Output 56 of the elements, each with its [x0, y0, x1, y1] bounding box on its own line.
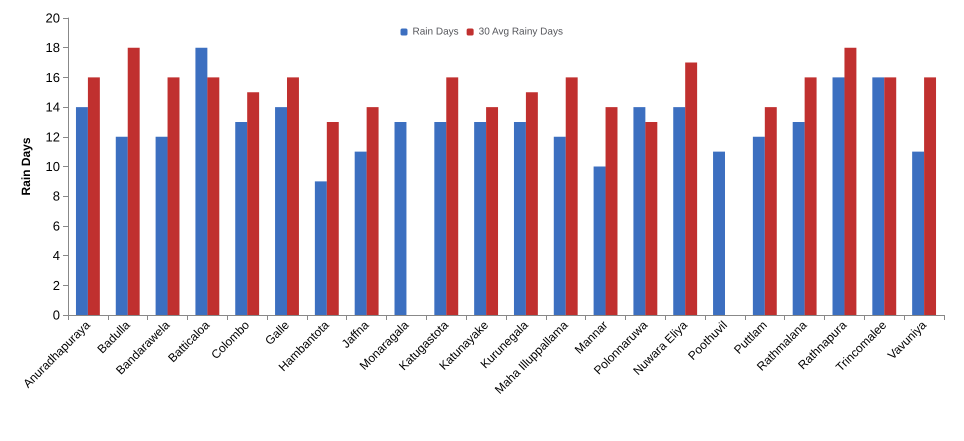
bar: [804, 77, 817, 315]
y-tick-label: 20: [46, 10, 60, 26]
bar: [168, 77, 180, 315]
bar: [326, 122, 339, 315]
bar: [884, 77, 896, 315]
y-tick-label: 18: [46, 40, 60, 56]
bar: [566, 77, 578, 315]
y-axis-title: Rain Days: [19, 137, 33, 196]
bar: [844, 48, 856, 315]
bar: [235, 122, 248, 315]
y-tick-label: 16: [46, 70, 60, 85]
bar: [156, 136, 168, 315]
y-tick-label: 4: [52, 248, 60, 264]
bar: [526, 92, 538, 315]
bar: [247, 92, 260, 315]
bar: [633, 107, 646, 315]
bar: [128, 48, 140, 315]
bar: [76, 107, 88, 315]
bar: [287, 77, 299, 315]
bar: [446, 77, 458, 315]
bar: [514, 122, 526, 315]
bar: [486, 107, 498, 315]
y-tick-label: 8: [52, 188, 60, 204]
bar: [924, 77, 936, 315]
bar: [792, 122, 805, 315]
y-tick-label: 0: [52, 308, 60, 322]
bar: [394, 122, 406, 315]
y-tick-label: 2: [52, 278, 60, 293]
bar: [207, 77, 220, 315]
bar: [764, 107, 777, 315]
bar: [713, 152, 725, 315]
bar: [116, 136, 128, 315]
bar: [314, 181, 327, 315]
bar: [434, 122, 446, 315]
y-tick-label: 12: [46, 129, 60, 144]
bar: [872, 77, 884, 315]
bar: [474, 122, 486, 315]
legend-label: 30 Avg Rainy Days: [478, 26, 563, 38]
bar: [645, 122, 658, 315]
bar: [594, 166, 606, 315]
bar: [195, 48, 208, 315]
bar: [832, 77, 844, 315]
bar: [685, 62, 698, 315]
bar: [606, 107, 618, 315]
legend-label: Rain Days: [412, 26, 459, 38]
bar: [275, 107, 287, 315]
y-tick-label: 10: [46, 159, 60, 174]
bar: [554, 136, 566, 315]
bar: [354, 152, 367, 315]
y-tick-label: 6: [52, 218, 60, 234]
bar: [912, 152, 924, 315]
bar: [752, 136, 765, 315]
bar: [88, 77, 100, 315]
bar: [366, 107, 379, 315]
y-tick-label: 14: [46, 100, 60, 115]
bar: [673, 107, 686, 315]
